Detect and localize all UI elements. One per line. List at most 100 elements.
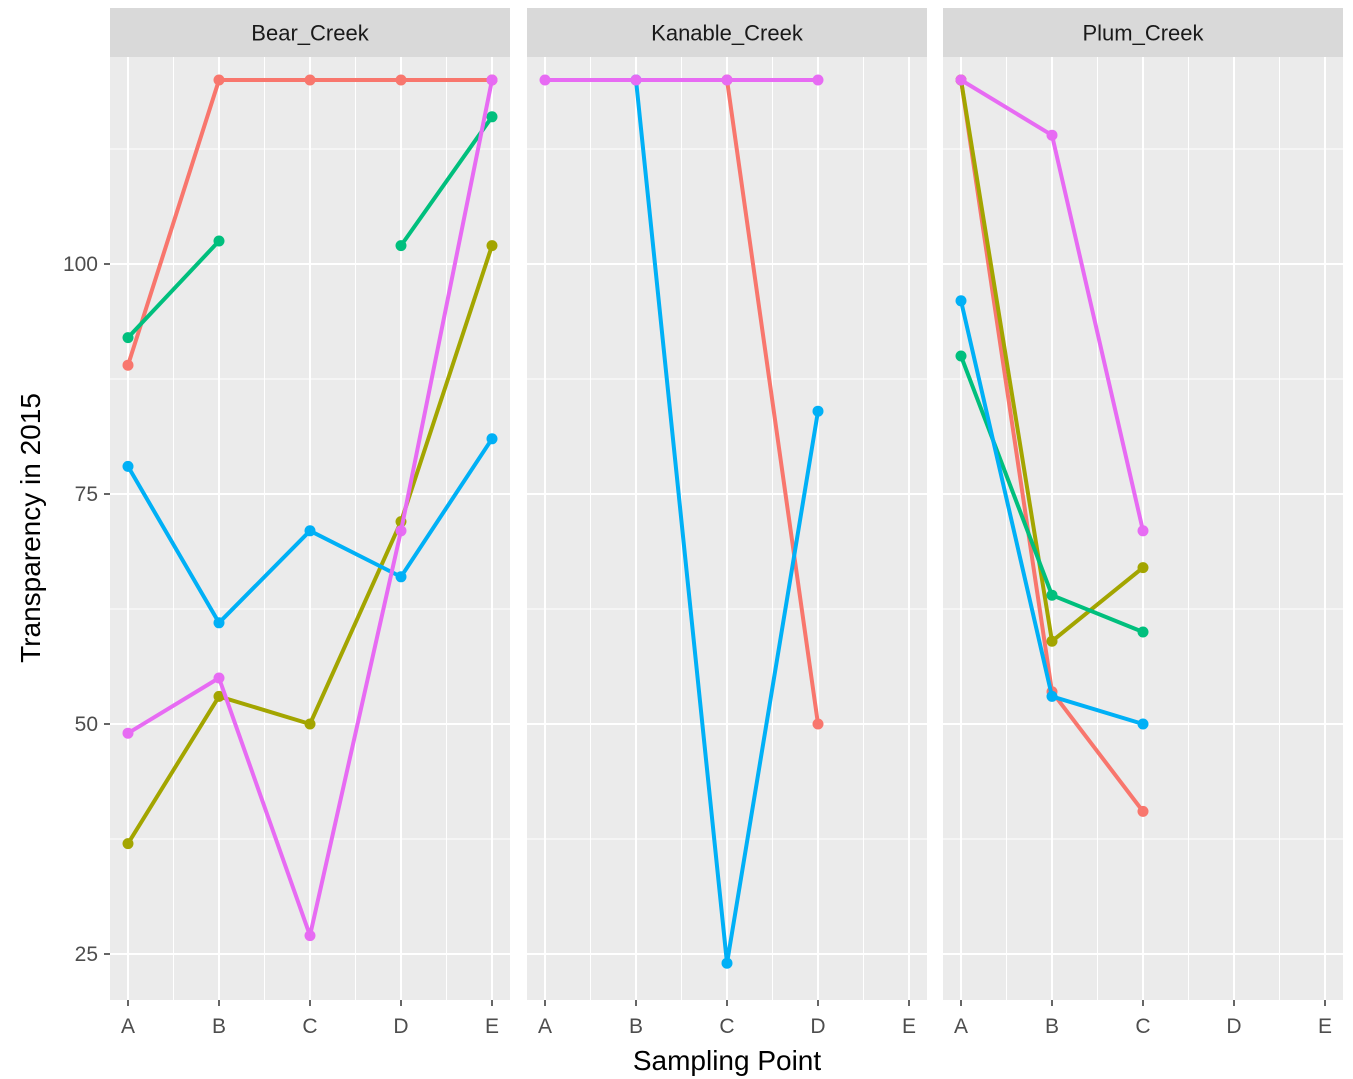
data-point xyxy=(213,672,225,684)
y-tick-label: 100 xyxy=(63,253,98,276)
data-point xyxy=(1137,805,1149,817)
x-tick-label: C xyxy=(302,1015,317,1038)
facet-strip-label: Plum_Creek xyxy=(1082,21,1204,46)
data-point xyxy=(304,718,316,730)
facet-panel-plum-creek: Plum_Creek A B C D E xyxy=(943,8,1343,1038)
data-point xyxy=(955,295,967,307)
y-tick-label: 50 xyxy=(75,713,98,736)
data-point xyxy=(955,350,967,362)
series-line-segment xyxy=(399,243,494,524)
facet-panel-bear-creek: Bear_Creek A B C D E xyxy=(110,8,510,1038)
data-point xyxy=(955,74,967,86)
data-point xyxy=(1046,589,1058,601)
series-line-segment xyxy=(1050,133,1145,533)
x-tick-label: D xyxy=(1226,1015,1241,1038)
data-point xyxy=(486,240,498,252)
series-2-4 xyxy=(955,74,1149,537)
data-point xyxy=(213,235,225,247)
series-line-segment xyxy=(217,694,312,726)
data-point xyxy=(304,525,316,537)
data-point xyxy=(122,332,134,344)
data-point xyxy=(213,617,225,629)
series-line-segment xyxy=(126,239,221,340)
x-tick-label: C xyxy=(1135,1015,1150,1038)
series-0-4 xyxy=(122,74,498,942)
data-point xyxy=(395,525,407,537)
x-tick-label: B xyxy=(629,1015,643,1038)
x-tick-label: B xyxy=(212,1015,226,1038)
data-point xyxy=(539,74,551,86)
data-point xyxy=(122,460,134,472)
data-point xyxy=(122,359,134,371)
data-point xyxy=(1137,718,1149,730)
facet-strip xyxy=(110,8,510,57)
data-point xyxy=(304,74,316,86)
data-point xyxy=(1046,129,1058,141)
data-point xyxy=(812,718,824,730)
series-1-1 xyxy=(630,74,824,969)
x-tick-label: A xyxy=(954,1015,968,1038)
series-0-2 xyxy=(122,111,498,344)
series-line-segment xyxy=(959,78,1054,138)
series-line-segment xyxy=(126,694,221,846)
series-line-segment xyxy=(308,519,403,726)
facet-strip xyxy=(943,8,1343,57)
series-line-segment xyxy=(959,78,1054,644)
series-line-segment xyxy=(725,78,820,726)
series-1-2 xyxy=(539,74,824,86)
series-line-segment xyxy=(959,354,1054,598)
series-line-segment xyxy=(1050,689,1145,814)
y-tick-label: 25 xyxy=(75,943,98,966)
series-line-segment xyxy=(1050,593,1145,634)
series-line-segment xyxy=(308,528,403,938)
data-point xyxy=(1046,635,1058,647)
data-point xyxy=(721,74,733,86)
facet-strip xyxy=(527,8,927,57)
x-tick-label: B xyxy=(1045,1015,1059,1038)
data-point xyxy=(122,838,134,850)
series-line-segment xyxy=(126,676,221,736)
data-point xyxy=(1137,562,1149,574)
series-line-segment xyxy=(217,676,312,938)
y-tick-label: 75 xyxy=(75,483,98,506)
x-axis-title: Sampling Point xyxy=(633,1045,822,1076)
series-line-segment xyxy=(126,78,221,368)
x-tick-label: E xyxy=(1318,1015,1332,1038)
series-2-3 xyxy=(955,295,1149,730)
x-tick-label: D xyxy=(393,1015,408,1038)
data-point xyxy=(213,690,225,702)
x-tick-label: D xyxy=(810,1015,825,1038)
facet-panel-kanable-creek: Kanable_Creek A B C D E xyxy=(527,8,927,1038)
y-axis-title: Transparency in 2015 xyxy=(15,393,46,663)
data-point xyxy=(721,957,733,969)
series-0-3 xyxy=(122,433,498,629)
data-point xyxy=(812,74,824,86)
data-point xyxy=(395,240,407,252)
series-line-segment xyxy=(1050,694,1145,726)
x-tick-label: A xyxy=(121,1015,135,1038)
data-point xyxy=(812,405,824,417)
series-line-segment xyxy=(1050,565,1145,644)
data-point xyxy=(1046,690,1058,702)
data-point xyxy=(630,74,642,86)
series-0-1 xyxy=(122,240,498,850)
series-line-segment xyxy=(399,436,494,579)
data-point xyxy=(395,74,407,86)
series-line-segment xyxy=(217,528,312,625)
data-point xyxy=(486,74,498,86)
series-line-segment xyxy=(308,528,403,579)
data-point xyxy=(213,74,225,86)
x-tick-label: E xyxy=(902,1015,916,1038)
data-point xyxy=(1137,626,1149,638)
series-2-2 xyxy=(955,350,1149,638)
data-point xyxy=(486,433,498,445)
series-line-segment xyxy=(959,298,1054,699)
series-line-segment xyxy=(399,78,494,533)
series-line-segment xyxy=(725,409,820,966)
facet-strip-label: Kanable_Creek xyxy=(651,21,804,46)
facet-strip-label: Bear_Creek xyxy=(251,21,369,46)
x-tick-label: E xyxy=(485,1015,499,1038)
data-point xyxy=(395,571,407,583)
